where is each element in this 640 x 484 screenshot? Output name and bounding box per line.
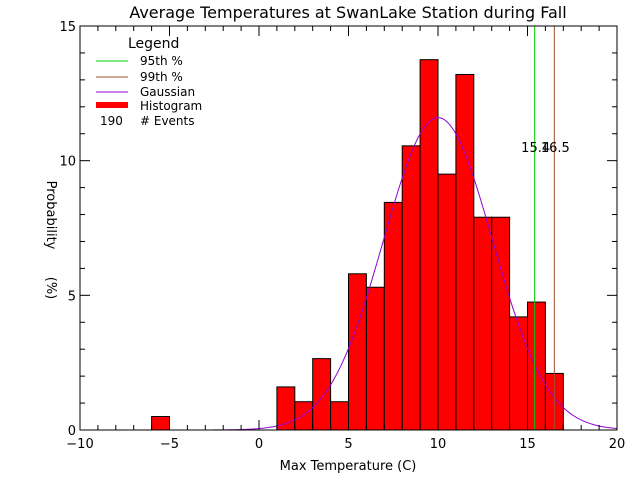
legend: Legend 95th % 99th % Gaussian Histogram … bbox=[96, 36, 202, 128]
legend-99th-label: 99th % bbox=[140, 70, 183, 84]
x-tick-label: −10 bbox=[66, 437, 93, 452]
legend-95th-label: 95th % bbox=[140, 54, 183, 68]
x-tick-label: −5 bbox=[160, 437, 179, 452]
histogram-bar-2 bbox=[294, 401, 314, 431]
histogram-bar-9 bbox=[419, 59, 439, 431]
histogram-bar-4 bbox=[330, 401, 350, 431]
y-tick-label: 0 bbox=[68, 424, 76, 439]
histogram-bar-5 bbox=[348, 273, 367, 431]
histogram-bar-11 bbox=[455, 73, 475, 431]
axes: −10 −5 0 5 10 15 20 0 5 10 15 bbox=[59, 20, 625, 452]
x-tick-label: 15 bbox=[519, 437, 536, 452]
percentile-label-0: 15.4 bbox=[521, 141, 550, 156]
histogram-bar-3 bbox=[312, 358, 332, 431]
legend-events-count: 190 bbox=[100, 114, 123, 128]
legend-histogram-label: Histogram bbox=[140, 99, 202, 113]
chart-title: Average Temperatures at SwanLake Station… bbox=[129, 3, 566, 22]
y-axis-unit: (%) bbox=[43, 277, 58, 300]
y-tick-label: 10 bbox=[59, 155, 76, 170]
histogram-bar-7 bbox=[383, 201, 403, 431]
histogram-bar-6 bbox=[365, 286, 385, 431]
histogram-bar-10 bbox=[437, 173, 457, 431]
histogram-bar-15 bbox=[527, 301, 546, 431]
legend-title: Legend bbox=[128, 36, 179, 52]
histogram-bar-8 bbox=[401, 145, 421, 431]
histogram-bar-14 bbox=[509, 316, 529, 431]
x-axis-label: Max Temperature (C) bbox=[280, 459, 417, 474]
percentile-lines: 15.416.5 bbox=[521, 26, 570, 430]
y-tick-label: 15 bbox=[59, 20, 76, 35]
y-tick-label: 5 bbox=[68, 289, 76, 304]
legend-events-label: # Events bbox=[140, 114, 195, 128]
histogram-bar-0 bbox=[151, 416, 171, 431]
histogram-bar-12 bbox=[473, 216, 493, 431]
x-tick-label: 10 bbox=[430, 437, 447, 452]
x-tick-label: 0 bbox=[255, 437, 263, 452]
percentile-label-1: 16.5 bbox=[541, 141, 570, 156]
x-tick-label: 20 bbox=[609, 437, 626, 452]
x-tick-label: 5 bbox=[344, 437, 352, 452]
y-axis-label: Probability bbox=[43, 181, 58, 250]
legend-gaussian-label: Gaussian bbox=[140, 85, 195, 99]
legend-histogram-swatch bbox=[96, 102, 128, 108]
histogram-bar-13 bbox=[491, 216, 511, 431]
